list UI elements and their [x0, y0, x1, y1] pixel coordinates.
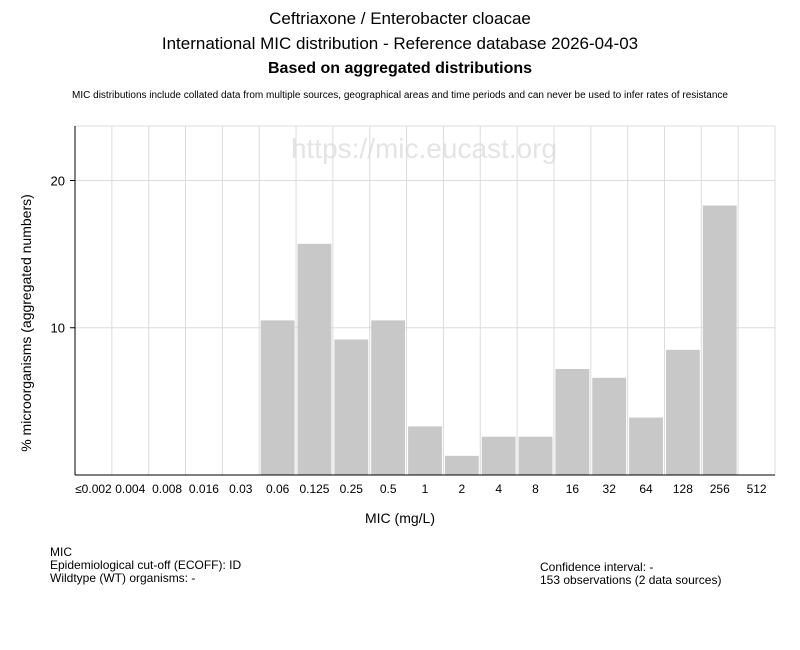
chart-disclaimer: MIC distributions include collated data …: [72, 90, 728, 101]
x-tick-labels: ≤0.002 0.004 0.008 0.016 0.03 0.06 0.125 0.25 0.…: [75, 482, 767, 496]
bar-2: [444, 455, 479, 475]
bar-0.06: [260, 320, 295, 475]
chart-title-line1: Ceftriaxone / Enterobacter cloacae: [269, 9, 531, 28]
x-tick-label: 0.03: [229, 482, 253, 496]
bar-0.125: [297, 243, 332, 475]
x-tick-label: 0.25: [340, 482, 364, 496]
x-tick-label: 64: [639, 482, 653, 496]
footer-confidence: Confidence interval: -: [540, 560, 654, 574]
x-tick-label: 0.125: [299, 482, 329, 496]
y-tick-label: 20: [51, 173, 65, 188]
footer-wildtype: Wildtype (WT) organisms: -: [50, 571, 196, 585]
x-tick-label: 128: [673, 482, 693, 496]
x-tick-label: 2: [458, 482, 465, 496]
footer-mic-label: MIC: [50, 545, 72, 559]
chart-title-line2: International MIC distribution - Referen…: [161, 34, 639, 53]
x-tick-label: 0.004: [115, 482, 145, 496]
bars-group: [260, 205, 737, 475]
x-tick-label: 0.06: [266, 482, 290, 496]
bar-8: [518, 436, 553, 475]
watermark: https://mic.eucast.org: [291, 133, 557, 164]
x-tick-label: ≤0.002: [75, 482, 112, 496]
footer-left: MIC Epidemiological cut-off (ECOFF): ID …: [50, 546, 241, 585]
x-tick-label: 4: [495, 482, 502, 496]
x-tick-label: 0.5: [380, 482, 397, 496]
bar-16: [555, 368, 590, 475]
bar-32: [592, 377, 627, 475]
bar-64: [629, 417, 663, 475]
bar-4: [481, 436, 516, 475]
axes: [70, 126, 775, 476]
x-tick-label: 256: [710, 482, 730, 496]
y-tick-label: 10: [51, 321, 65, 336]
footer-ecoff: Epidemiological cut-off (ECOFF): ID: [50, 558, 242, 572]
bar-256: [702, 205, 737, 475]
bar-1: [408, 426, 442, 475]
x-tick-label: 1: [422, 482, 429, 496]
x-tick-label: 0.008: [152, 482, 182, 496]
x-tick-label: 512: [747, 482, 767, 496]
x-axis-label: MIC (mg/L): [365, 510, 435, 526]
gridlines: [74, 125, 776, 475]
x-tick-label: 0.016: [189, 482, 219, 496]
footer-observations: 153 observations (2 data sources): [540, 573, 722, 587]
x-tick-label: 16: [566, 482, 580, 496]
bar-0.25: [334, 339, 369, 475]
bar-0.5: [371, 320, 406, 475]
bar-128: [665, 349, 700, 475]
chart-subtitle: Based on aggregated distributions: [267, 60, 533, 77]
x-tick-label: 8: [532, 482, 539, 496]
x-tick-label: 32: [603, 482, 617, 496]
y-tick-labels: 10 20: [51, 173, 65, 335]
y-axis-label: % microorganisms (aggregated numbers): [18, 194, 34, 452]
footer-right: Confidence interval: - 153 observations …: [540, 561, 721, 587]
